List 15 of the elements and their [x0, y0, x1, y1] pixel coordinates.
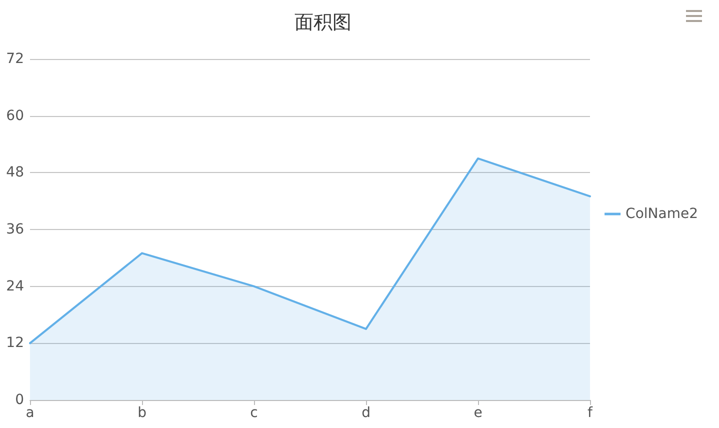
y-tick-label: 0	[15, 392, 24, 408]
y-tick-label: 48	[6, 164, 24, 181]
x-tick-label: d	[362, 405, 370, 421]
x-tick-label: c	[250, 405, 258, 421]
legend-label: ColName2	[626, 206, 698, 222]
y-tick-label: 72	[6, 51, 24, 67]
x-tick-label: f	[588, 405, 594, 421]
y-tick-label: 60	[6, 108, 24, 124]
x-tick-label: a	[26, 405, 34, 421]
x-tick-label: e	[474, 405, 482, 421]
y-tick-label: 36	[6, 222, 24, 238]
y-tick-label: 12	[6, 335, 24, 352]
y-tick-label: 24	[6, 278, 24, 294]
chart-title: 面积图	[294, 12, 352, 34]
x-tick-label: b	[138, 405, 147, 421]
